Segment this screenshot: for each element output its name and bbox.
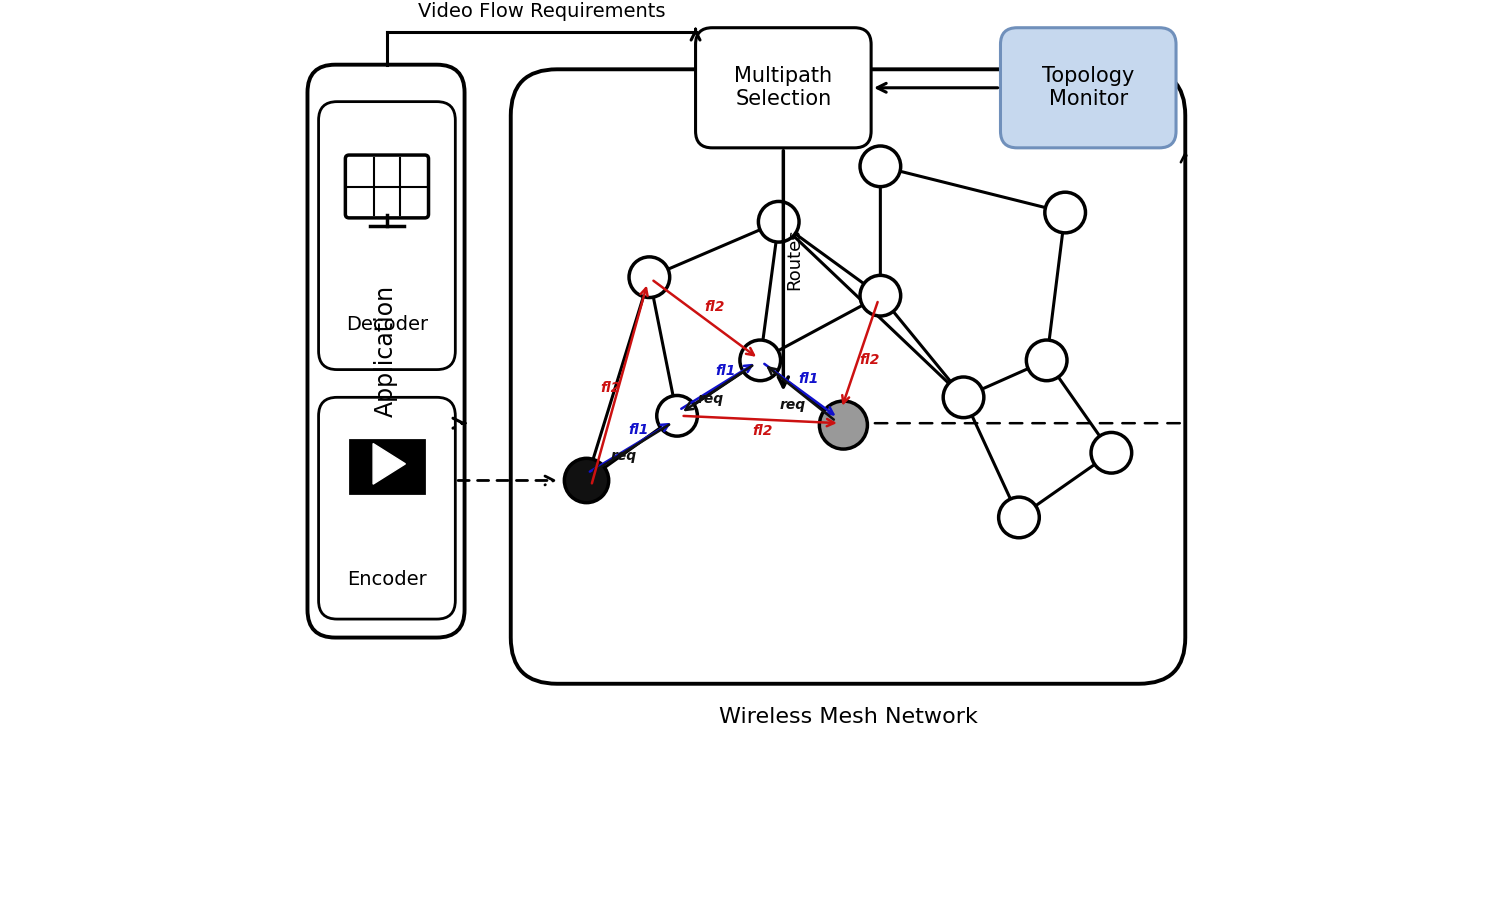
Circle shape <box>943 377 984 418</box>
Circle shape <box>999 497 1039 538</box>
Text: fl2: fl2 <box>859 353 880 368</box>
FancyBboxPatch shape <box>511 69 1185 684</box>
Text: Decoder: Decoder <box>345 314 428 334</box>
Text: req: req <box>610 449 637 464</box>
Text: Wireless Mesh Network: Wireless Mesh Network <box>718 707 978 727</box>
Text: fl1: fl1 <box>628 422 649 437</box>
Text: fl1: fl1 <box>715 364 736 379</box>
Circle shape <box>565 458 608 503</box>
Text: fl2: fl2 <box>753 423 772 438</box>
FancyBboxPatch shape <box>350 440 424 493</box>
FancyBboxPatch shape <box>695 28 871 148</box>
Circle shape <box>656 395 697 436</box>
Circle shape <box>861 275 901 316</box>
Text: fl2: fl2 <box>601 381 620 395</box>
Circle shape <box>820 401 868 449</box>
FancyBboxPatch shape <box>318 397 455 619</box>
Text: ☑☑☑
☑☑☑: ☑☑☑ ☑☑☑ <box>385 176 389 179</box>
Text: fl2: fl2 <box>704 299 724 314</box>
Circle shape <box>629 257 670 298</box>
Circle shape <box>759 201 799 242</box>
FancyBboxPatch shape <box>345 155 428 218</box>
FancyBboxPatch shape <box>308 65 464 638</box>
Polygon shape <box>372 444 406 484</box>
Text: req: req <box>780 397 805 412</box>
Circle shape <box>740 340 781 381</box>
Circle shape <box>1090 432 1131 473</box>
FancyBboxPatch shape <box>1000 28 1176 148</box>
Text: Video Flow Requirements: Video Flow Requirements <box>418 2 665 21</box>
Circle shape <box>861 146 901 187</box>
Text: Encoder: Encoder <box>347 570 427 589</box>
Text: Application: Application <box>374 286 398 417</box>
Text: req: req <box>697 392 724 407</box>
Text: Multipath
Selection: Multipath Selection <box>734 67 832 109</box>
Text: Routes: Routes <box>786 228 804 289</box>
Circle shape <box>1045 192 1086 233</box>
Text: Topology
Monitor: Topology Monitor <box>1042 67 1134 109</box>
Circle shape <box>1026 340 1066 381</box>
FancyBboxPatch shape <box>318 102 455 370</box>
Text: fl1: fl1 <box>798 371 819 386</box>
